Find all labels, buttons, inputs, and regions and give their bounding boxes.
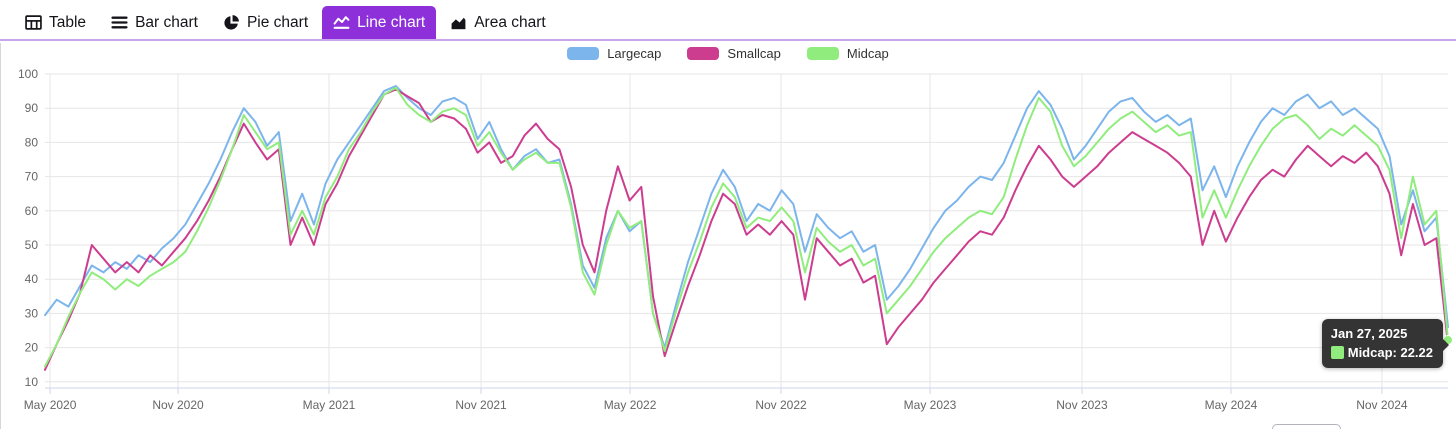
tooltip-series-value: Midcap: 22.22	[1347, 345, 1433, 360]
chart-type-tabbar: Table Bar chart Pie chart Line chart Area ch…	[0, 0, 1456, 41]
y-axis-label: 10	[25, 375, 39, 389]
series-line-midcap[interactable]	[44, 86, 1449, 368]
chart-legend: Largecap Smallcap Midcap	[0, 46, 1456, 61]
y-axis-label: 90	[25, 101, 39, 115]
legend-label: Smallcap	[727, 46, 781, 61]
y-axis-label: 70	[25, 170, 39, 184]
legend-swatch-largecap	[567, 47, 600, 60]
legend-label: Midcap	[846, 46, 889, 61]
y-axis-label: 80	[25, 135, 39, 149]
tab-label: Table	[49, 13, 87, 31]
line-chart-icon	[333, 14, 350, 31]
tab-label: Area chart	[474, 13, 546, 31]
x-axis-label: May 2022	[604, 398, 657, 412]
x-axis-label: Nov 2022	[755, 398, 807, 412]
cutoff-button-bottom[interactable]	[1272, 424, 1341, 429]
bar-chart-icon	[111, 14, 128, 31]
x-axis-label: May 2021	[303, 398, 356, 412]
x-axis-label: Nov 2024	[1356, 398, 1408, 412]
panel-left-border	[0, 43, 1, 429]
x-axis-label: Nov 2023	[1056, 398, 1108, 412]
y-axis-label: 100	[18, 67, 38, 81]
legend-item-largecap[interactable]: Largecap	[567, 46, 661, 61]
x-axis-label: Nov 2020	[152, 398, 204, 412]
y-axis-label: 20	[25, 341, 39, 355]
tab-label: Pie chart	[246, 13, 309, 31]
y-axis-label: 30	[25, 306, 39, 320]
x-axis-label: May 2024	[1205, 398, 1258, 412]
table-icon	[25, 14, 42, 31]
y-axis-label: 60	[25, 204, 39, 218]
y-axis-label: 50	[25, 238, 39, 252]
legend-item-midcap[interactable]: Midcap	[806, 46, 889, 61]
tab-area-chart[interactable]: Area chart	[439, 6, 557, 39]
pie-chart-icon	[223, 14, 240, 31]
x-axis-label: May 2023	[904, 398, 957, 412]
y-axis-label: 40	[25, 272, 39, 286]
tooltip-arrow	[1443, 339, 1449, 351]
legend-swatch-smallcap	[687, 47, 720, 60]
tooltip-date: Jan 27, 2025	[1330, 326, 1408, 341]
legend-item-smallcap[interactable]: Smallcap	[687, 46, 781, 61]
line-chart: 10 20 30 40 50 60 70 80 90 100 May 2020 Nov 2020 May…	[18, 67, 1453, 412]
series-line-largecap[interactable]	[44, 85, 1449, 349]
tab-bar-chart[interactable]: Bar chart	[100, 6, 209, 39]
x-axis-label: Nov 2021	[455, 398, 507, 412]
legend-label: Largecap	[607, 46, 662, 61]
tab-table[interactable]: Table	[14, 6, 97, 39]
tab-label: Line chart	[357, 13, 426, 31]
tooltip-series-swatch	[1330, 346, 1344, 359]
legend-swatch-midcap	[806, 47, 839, 60]
tab-line-chart[interactable]: Line chart	[322, 6, 437, 39]
chart-tooltip: Jan 27, 2025 Midcap: 22.22	[1321, 319, 1449, 368]
tab-label: Bar chart	[135, 13, 198, 31]
tab-pie-chart[interactable]: Pie chart	[212, 6, 319, 39]
area-chart-icon	[450, 14, 467, 31]
x-axis-label: May 2020	[24, 398, 77, 412]
